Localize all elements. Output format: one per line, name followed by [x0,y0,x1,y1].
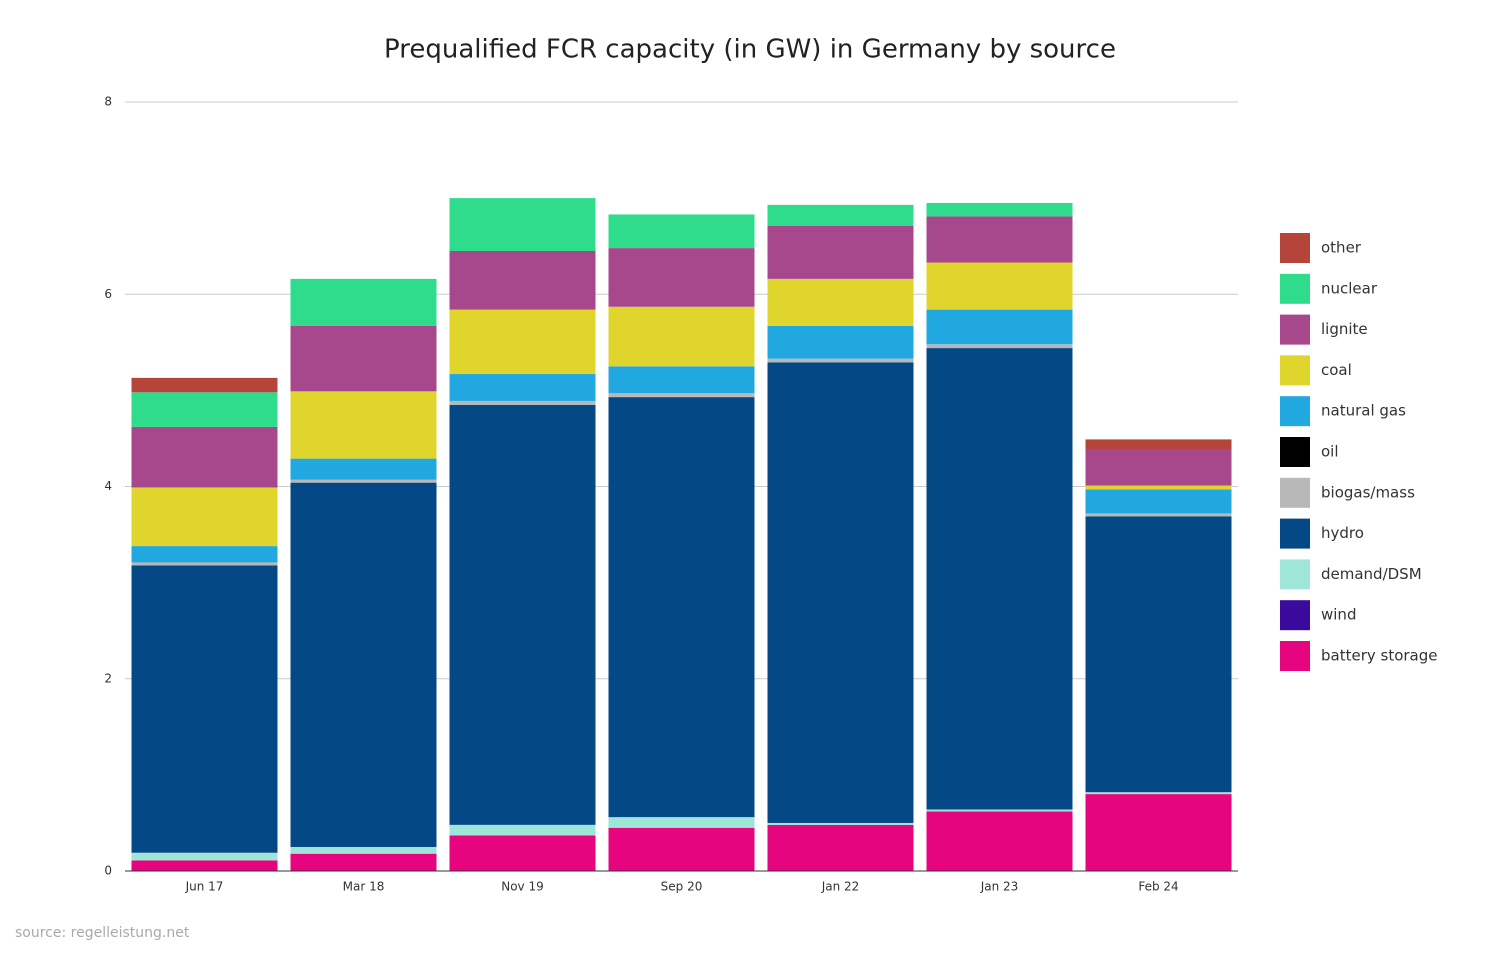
bar-segment [1085,792,1232,795]
bar-segment [449,400,596,405]
bar-segment [131,852,278,861]
bar-segment [290,853,437,871]
bar-segment [767,204,914,227]
bar-segment [1085,439,1232,450]
legend-label: biogas/mass [1321,483,1415,501]
bar-segment [926,202,1073,217]
legend-swatch [1280,518,1310,549]
y-tick-label: 2 [104,671,112,685]
bar-segment [290,458,437,480]
x-tick-label: Jun 17 [185,880,224,894]
y-tick-label: 4 [104,479,112,493]
bar-segment [290,278,437,326]
legend-label: coal [1321,361,1352,379]
x-tick-label: Feb 24 [1138,880,1178,894]
bar-segment [608,248,755,307]
bar-segment [131,546,278,563]
legend-swatch [1280,396,1310,427]
bar-segment [290,482,437,847]
bar-segment [449,198,596,251]
bar-segment [449,824,596,836]
bar-segment [608,306,755,367]
legend-swatch [1280,273,1310,304]
bar-segment [290,479,437,483]
bar-segment [131,487,278,547]
y-tick-label: 0 [104,864,112,878]
bar-segment [608,214,755,249]
legend-swatch [1280,600,1310,631]
bar-segment [608,827,755,871]
legend-swatch [1280,233,1310,263]
legend-label: hydro [1321,524,1364,542]
bar-segment [131,860,278,871]
bar-segment [449,374,596,401]
bar-segment [926,344,1073,349]
legend-swatch [1280,477,1310,508]
bar-segment [449,404,596,825]
bar-segment [131,377,278,393]
bar-segment [131,565,278,853]
legend-label: wind [1321,606,1356,624]
bar-segment [926,309,1073,345]
legend-label: other [1321,239,1362,257]
legend-label: oil [1321,443,1339,461]
bar-segment [926,809,1073,812]
bar-segment [608,393,755,398]
y-tick-label: 8 [104,95,112,109]
bar-segment [290,325,437,392]
legend-swatch [1280,641,1310,671]
bar-segment [131,392,278,427]
legend-label: nuclear [1321,279,1378,297]
bar-segment [1085,794,1232,871]
chart-title: Prequalified FCR capacity (in GW) in Ger… [384,35,1116,65]
bar-segment [767,362,914,823]
bar-segment [608,817,755,828]
legend-label: battery storage [1321,647,1438,665]
legend-label: demand/DSM [1321,565,1422,583]
legend-label: lignite [1321,320,1368,338]
bar-segment [767,822,914,825]
bar-segment [131,562,278,566]
bar-segment [290,846,437,854]
bar-segment [767,824,914,871]
x-tick-label: Jan 23 [980,880,1019,894]
source-note: source: regelleistung.net [15,925,190,941]
bar-segment [449,250,596,310]
legend-swatch [1280,355,1310,386]
legend-swatch [1280,437,1310,467]
y-tick-label: 6 [104,287,112,301]
bar-segment [926,348,1073,810]
bar-segment [1085,449,1232,486]
bar-segment [290,391,437,459]
bar-segment [767,325,914,359]
legend-swatch [1280,559,1310,590]
bar-segment [767,278,914,326]
legend-label: natural gas [1321,402,1406,420]
x-tick-label: Sep 20 [661,880,703,894]
bar-segment [1085,489,1232,514]
bar-segment [1085,485,1232,490]
bar-segment [926,216,1073,263]
bar-segment [449,309,596,375]
x-tick-label: Jan 22 [821,880,860,894]
bar-segment [131,426,278,488]
legend-swatch [1280,314,1310,345]
x-tick-label: Nov 19 [501,880,544,894]
bar-segment [1085,513,1232,517]
bar-segment [1085,516,1232,793]
bar-segment [608,397,755,818]
x-tick-label: Mar 18 [343,880,385,894]
bar-segment [608,366,755,394]
bar-segment [767,226,914,279]
bar-segment [449,835,596,871]
bar-segment [926,811,1073,871]
bar-segment [767,358,914,363]
bar-segment [926,262,1073,310]
